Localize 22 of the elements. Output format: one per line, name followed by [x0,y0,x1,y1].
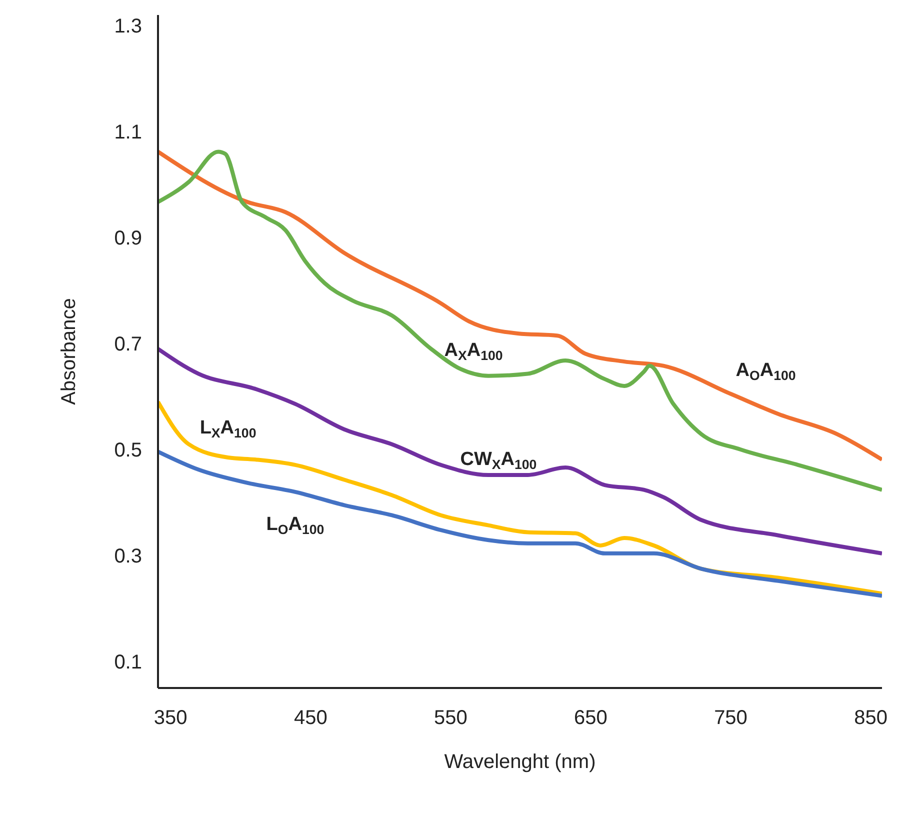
y-tick-label: 0.5 [114,440,142,462]
line-series [158,450,882,598]
y-tick-label: 1.3 [114,16,142,38]
series-label: L$_{O}$A$_{100}$ [266,514,324,537]
series-label: A$_{X}$A$_{100}$ [444,340,503,363]
x-tick-label: 750 [714,707,748,730]
series-label: CW$_{X}$A$_{100}$ [460,448,537,472]
x-tick-label: 450 [294,707,328,730]
x-tick-label: 850 [854,707,888,730]
y-tick-label: 1.1 [114,122,142,144]
y-tick-label: 0.7 [114,334,142,356]
series-label: A$_{O}$A$_{100}$ [736,360,796,383]
y-tick-label: 0.9 [114,228,142,250]
x-axis-title: Wavelenght (nm) [444,751,596,773]
x-tick-label: 650 [574,707,608,730]
line-series [158,400,882,596]
x-tick-label: 350 [154,707,188,730]
series-label: L$_{X}$A$_{100}$ [200,417,256,440]
x-tick-label: 550 [434,707,468,730]
y-tick-label: 0.3 [114,546,142,568]
y-tick-label: 0.1 [114,652,142,674]
y-axis-title: Absorbance [58,298,80,405]
